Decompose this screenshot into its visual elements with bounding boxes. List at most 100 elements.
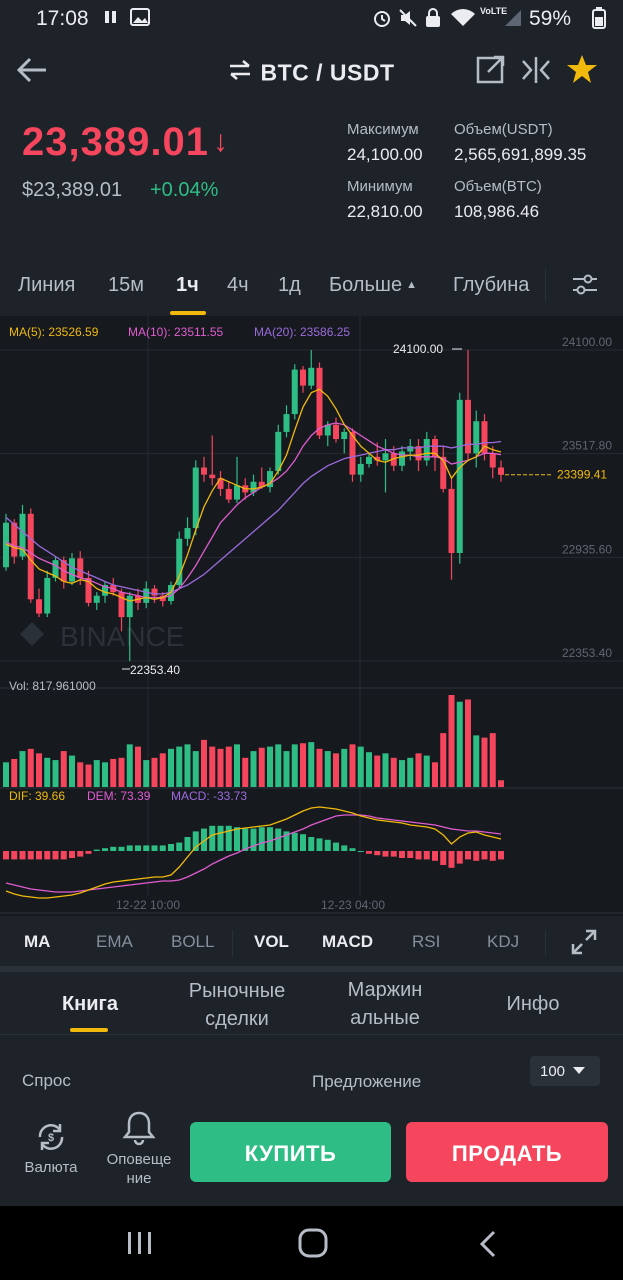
candle-body — [168, 585, 174, 602]
indicator-macd[interactable]: MACD — [322, 932, 373, 951]
tab-margin-line1: Маржин — [347, 979, 423, 1001]
bid-label: Спрос — [22, 1071, 71, 1090]
indicator-vol[interactable]: VOL — [254, 932, 289, 951]
buy-button[interactable]: КУПИТЬ — [190, 1122, 391, 1182]
candle-body — [36, 599, 42, 614]
candle-body — [11, 522, 18, 557]
tab-depth[interactable]: Глубина — [453, 274, 530, 296]
candle-body — [192, 467, 199, 529]
volume-bar — [300, 743, 306, 787]
tab-1d[interactable]: 1д — [278, 274, 301, 296]
share-icon[interactable] — [476, 54, 506, 89]
volume-bar — [209, 746, 216, 787]
candle-body — [473, 421, 480, 454]
tab-15m[interactable]: 15м — [108, 274, 144, 296]
tab-margin[interactable]: Маржин альные — [320, 976, 450, 1032]
volume-bar — [110, 758, 117, 787]
candlestick-chart[interactable]: 24100.00 23517.80 22935.60 22353.40 BINANCE M… — [0, 316, 623, 916]
volume-bar — [159, 753, 166, 787]
candle-body — [275, 431, 282, 472]
macd-bar — [110, 846, 117, 851]
recent-apps-icon[interactable] — [126, 1230, 154, 1261]
ma20-label: MA(20): 23586.25 — [254, 325, 350, 339]
macd-bar — [135, 845, 141, 851]
macd-bar — [3, 851, 9, 860]
volume-bar — [192, 751, 199, 787]
candle-body — [217, 478, 224, 489]
macd-bar — [143, 845, 150, 851]
volume-bar — [390, 757, 397, 787]
price-axis-label: 23517.80 — [562, 439, 612, 453]
tab-1h[interactable]: 1ч — [176, 274, 199, 296]
alert-button[interactable]: Оповеще ние — [100, 1110, 178, 1187]
macd-bar — [349, 848, 356, 851]
macd-bar — [275, 828, 282, 851]
macd-bar — [168, 844, 174, 851]
fullscreen-icon[interactable] — [571, 929, 597, 960]
volume-bar — [465, 699, 471, 787]
volume-bar — [11, 758, 18, 787]
dropdown-caret-icon — [572, 1060, 586, 1084]
candle-body — [102, 585, 108, 596]
macd-bar — [19, 851, 26, 860]
volume-bar — [324, 751, 331, 787]
volume-bar — [52, 760, 59, 787]
back-arrow-icon[interactable] — [16, 56, 48, 89]
alarm-icon — [372, 8, 392, 33]
binance-watermark: BINANCE — [60, 621, 184, 652]
indicator-kdj[interactable]: KDJ — [487, 932, 520, 951]
home-icon[interactable] — [298, 1228, 328, 1263]
candle-body — [258, 481, 265, 488]
tabs-divider — [0, 1034, 623, 1035]
macd-bar — [77, 851, 84, 857]
indicator-ema[interactable]: EMA — [96, 932, 133, 951]
candle-body — [423, 439, 430, 461]
tab-info[interactable]: Инфо — [506, 993, 560, 1015]
macd-bar — [242, 828, 249, 851]
volume-bar — [473, 735, 480, 787]
currency-button[interactable]: $ Валюта — [14, 1120, 88, 1176]
tab-order-book[interactable]: Книга — [61, 993, 119, 1015]
back-nav-icon[interactable] — [478, 1230, 498, 1263]
volume-bar — [69, 755, 75, 787]
timeframe-divider — [545, 268, 546, 302]
candle-body — [300, 369, 306, 386]
favorite-star-icon[interactable] — [566, 54, 598, 89]
volume-bar — [382, 753, 389, 787]
candle-body — [407, 446, 414, 452]
volume-bar — [481, 737, 488, 787]
volume-bar — [423, 755, 430, 787]
ma5-label: MA(5): 23526.59 — [9, 325, 99, 339]
chart-panel[interactable]: 24100.00 23517.80 22935.60 22353.40 BINANCE M… — [0, 316, 623, 916]
candle-body — [69, 558, 75, 582]
indicator-ma[interactable]: MA — [24, 932, 51, 951]
candle-body — [3, 522, 9, 568]
depth-select[interactable]: 100 — [530, 1056, 600, 1086]
tab-4h[interactable]: 4ч — [227, 274, 249, 296]
tab-market-trades[interactable]: Рыночные сделки — [166, 977, 308, 1033]
candle-body — [209, 474, 216, 479]
sell-button[interactable]: ПРОДАТЬ — [406, 1122, 608, 1182]
settings-sliders-icon[interactable] — [572, 274, 598, 301]
volume-bar — [176, 746, 183, 787]
swap-icon — [228, 59, 252, 87]
volume-bar — [341, 748, 348, 787]
candle-body — [357, 463, 364, 475]
indicator-rsi[interactable]: RSI — [412, 932, 441, 951]
pair-title: BTC / USDT — [260, 59, 395, 86]
price-axis-label: 24100.00 — [562, 335, 612, 349]
volume-bar — [349, 744, 356, 787]
indicator-boll[interactable]: BOLL — [171, 932, 215, 951]
volume-bar — [93, 760, 100, 787]
tab-more[interactable]: Больше ▲ — [329, 274, 417, 297]
volume-bar — [374, 755, 381, 787]
macd-bar — [407, 851, 414, 858]
candle-body — [341, 431, 348, 440]
candle-body — [176, 538, 183, 586]
pair-selector[interactable]: BTC / USDT — [0, 58, 623, 87]
tab-line[interactable]: Линия — [18, 274, 76, 296]
compare-icon[interactable] — [520, 56, 552, 89]
candle-body — [440, 456, 447, 489]
macd-bar — [60, 851, 67, 860]
time-label: 12-22 10:00 — [116, 898, 180, 912]
